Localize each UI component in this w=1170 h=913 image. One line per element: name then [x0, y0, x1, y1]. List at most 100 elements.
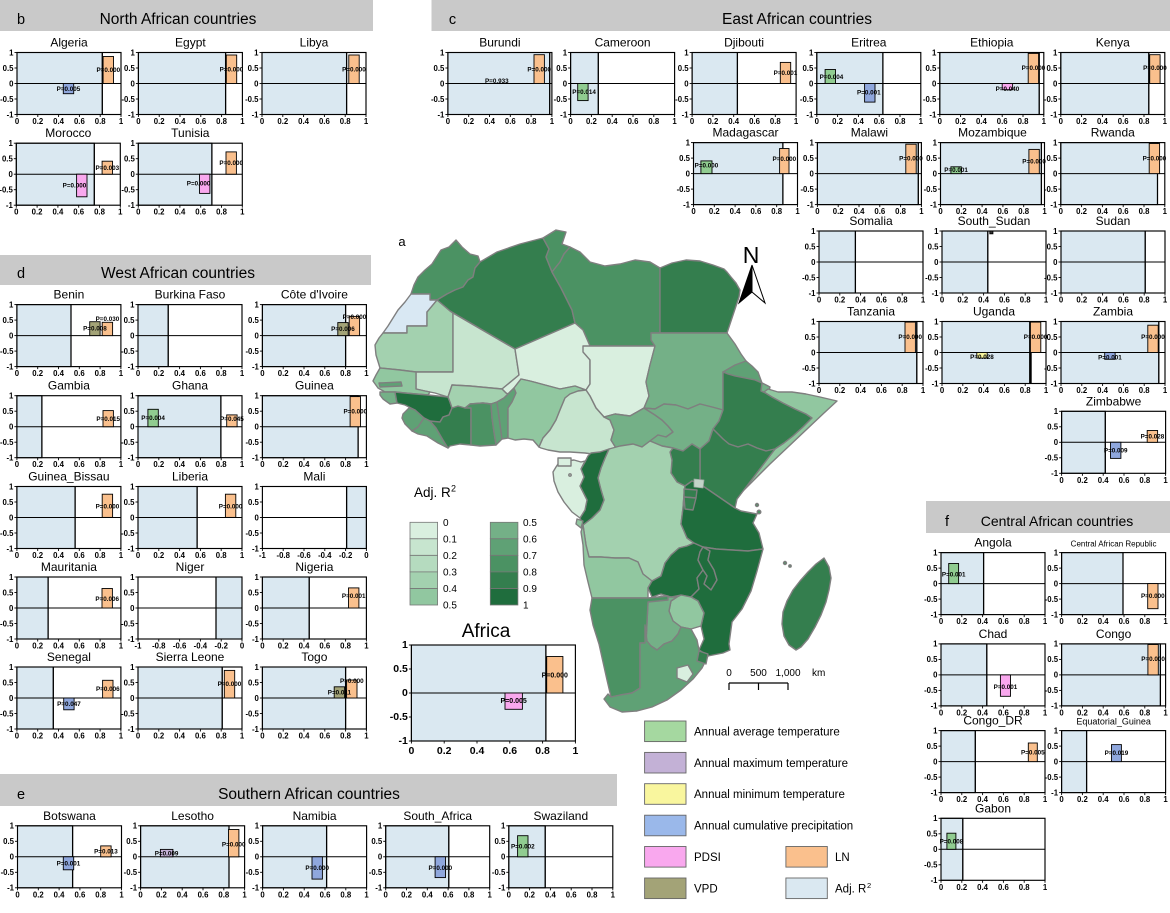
svg-text:0: 0	[9, 79, 14, 88]
svg-text:0: 0	[130, 423, 135, 432]
svg-text:0.5: 0.5	[927, 564, 939, 573]
svg-text:0: 0	[686, 169, 691, 178]
svg-text:-0.5: -0.5	[1045, 686, 1059, 695]
svg-text:1: 1	[255, 300, 260, 309]
svg-text:0.8: 0.8	[1139, 476, 1151, 485]
svg-text:Uganda: Uganda	[973, 305, 1015, 319]
svg-text:Africa: Africa	[462, 621, 511, 642]
svg-text:-1: -1	[560, 110, 568, 119]
svg-text:0.8: 0.8	[95, 369, 107, 378]
svg-text:-0.5: -0.5	[924, 595, 938, 604]
svg-text:1: 1	[254, 48, 259, 57]
svg-text:-0.8: -0.8	[276, 551, 290, 560]
svg-text:-0.5: -0.5	[121, 529, 135, 538]
svg-text:0.4: 0.4	[1098, 617, 1110, 626]
svg-text:-1: -1	[252, 544, 260, 553]
svg-text:1: 1	[9, 392, 14, 401]
svg-text:0: 0	[8, 170, 13, 179]
svg-text:P=0.000: P=0.000	[187, 181, 211, 188]
svg-text:Cameroon: Cameroon	[595, 36, 651, 50]
svg-text:0.3: 0.3	[443, 567, 457, 578]
svg-text:-0.5: -0.5	[800, 95, 814, 104]
svg-text:0: 0	[15, 460, 20, 469]
svg-text:0: 0	[15, 117, 20, 126]
svg-text:0.2: 0.2	[956, 883, 968, 892]
svg-text:0.5: 0.5	[805, 333, 817, 342]
svg-text:0.6: 0.6	[74, 369, 86, 378]
svg-text:0.2: 0.2	[586, 117, 598, 126]
svg-text:0.2: 0.2	[32, 369, 44, 378]
svg-text:0.8: 0.8	[1019, 617, 1031, 626]
svg-text:-0.5: -0.5	[1044, 273, 1058, 282]
svg-text:0: 0	[568, 117, 573, 126]
svg-text:P=0.000: P=0.000	[220, 66, 244, 73]
svg-text:0.5: 0.5	[124, 316, 136, 325]
svg-text:1: 1	[523, 601, 529, 612]
svg-text:0.5: 0.5	[3, 316, 15, 325]
svg-text:1: 1	[921, 296, 926, 305]
svg-text:P=0.008: P=0.008	[940, 838, 964, 845]
svg-text:Mozambique: Mozambique	[958, 126, 1027, 140]
svg-text:0.2: 0.2	[1076, 207, 1088, 216]
svg-text:1: 1	[1053, 227, 1058, 236]
svg-text:0: 0	[810, 169, 815, 178]
svg-text:0: 0	[440, 79, 445, 88]
svg-text:East African countries: East African countries	[722, 11, 872, 28]
svg-text:P=0.013: P=0.013	[94, 848, 118, 855]
svg-text:-1: -1	[252, 110, 260, 119]
svg-text:-1: -1	[6, 454, 14, 463]
svg-text:-1: -1	[375, 884, 383, 893]
svg-text:-0.5: -0.5	[246, 868, 260, 877]
svg-text:1: 1	[364, 369, 369, 378]
svg-text:0.5: 0.5	[678, 64, 690, 73]
svg-text:-1: -1	[1050, 110, 1058, 119]
svg-text:0.8: 0.8	[216, 369, 228, 378]
svg-text:0: 0	[815, 207, 820, 216]
svg-text:0.4: 0.4	[298, 117, 310, 126]
svg-text:Togo: Togo	[301, 650, 327, 664]
svg-text:0.4: 0.4	[54, 890, 66, 899]
svg-text:Eritrea: Eritrea	[851, 36, 887, 50]
svg-text:0.8: 0.8	[218, 890, 230, 899]
svg-text:0.2: 0.2	[832, 117, 844, 126]
svg-text:0.6: 0.6	[876, 296, 888, 305]
svg-text:Tanzania: Tanzania	[847, 305, 895, 319]
svg-text:-0.5: -0.5	[925, 273, 939, 282]
svg-text:-0.5: -0.5	[245, 438, 259, 447]
svg-text:Benin: Benin	[54, 288, 85, 302]
svg-text:-0.5: -0.5	[924, 773, 938, 782]
svg-text:0.4: 0.4	[53, 460, 65, 469]
svg-text:Swaziland: Swaziland	[533, 809, 588, 823]
svg-text:0.2: 0.2	[956, 617, 968, 626]
svg-text:0.4: 0.4	[174, 551, 186, 560]
svg-text:P=0.000: P=0.000	[527, 66, 551, 73]
svg-text:0: 0	[933, 579, 938, 588]
svg-text:0.5: 0.5	[556, 64, 568, 73]
svg-text:-0.5: -0.5	[924, 185, 938, 194]
svg-text:0.8: 0.8	[463, 890, 475, 899]
svg-text:0.2: 0.2	[32, 732, 44, 741]
svg-text:0.5: 0.5	[124, 407, 136, 416]
svg-text:1: 1	[672, 117, 677, 126]
svg-text:0: 0	[501, 853, 506, 862]
svg-text:Madagascar: Madagascar	[712, 126, 778, 140]
svg-text:0.4: 0.4	[484, 117, 496, 126]
svg-text:-1: -1	[1051, 610, 1059, 619]
svg-text:-1: -1	[683, 200, 691, 209]
svg-text:-1: -1	[932, 379, 940, 388]
svg-text:0: 0	[1053, 169, 1058, 178]
svg-text:0: 0	[1059, 476, 1064, 485]
svg-text:P=0.006: P=0.006	[96, 686, 120, 693]
svg-text:Egypt: Egypt	[175, 36, 206, 50]
svg-text:1: 1	[919, 117, 924, 126]
svg-text:-1: -1	[930, 200, 938, 209]
svg-text:0.8: 0.8	[216, 551, 228, 560]
svg-text:Botswana: Botswana	[43, 809, 96, 823]
svg-text:0.5: 0.5	[927, 742, 939, 751]
svg-text:0.5: 0.5	[1047, 742, 1059, 751]
svg-text:0.6: 0.6	[998, 617, 1010, 626]
svg-text:1: 1	[378, 822, 383, 831]
svg-text:-0.5: -0.5	[0, 95, 14, 104]
svg-text:0.5: 0.5	[126, 837, 138, 846]
svg-text:0.5: 0.5	[3, 498, 15, 507]
